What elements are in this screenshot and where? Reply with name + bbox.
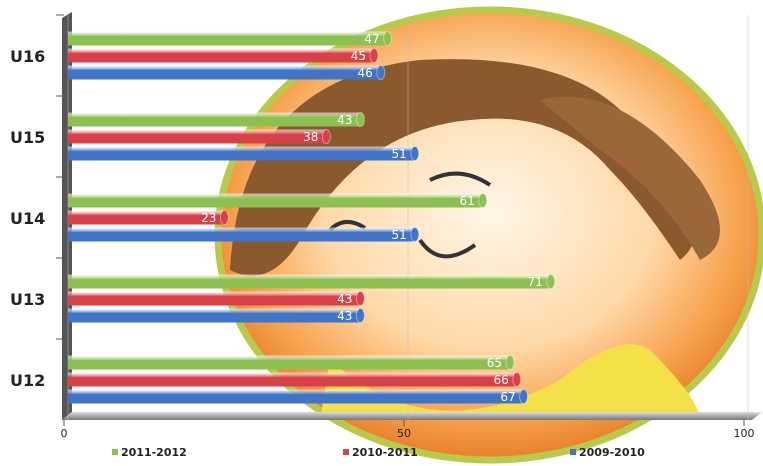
- bar-cap: [478, 193, 488, 208]
- bar-cap: [519, 389, 529, 404]
- data-label: 51: [392, 147, 407, 161]
- bar-cap: [546, 274, 556, 289]
- bar: [68, 129, 327, 144]
- y-tick-label: U16: [10, 47, 45, 66]
- bar-cap: [383, 31, 393, 46]
- data-label: 71: [528, 275, 543, 289]
- bar: [68, 210, 225, 225]
- bar-cap: [410, 227, 420, 242]
- data-label: 45: [351, 49, 366, 63]
- bar: [68, 291, 361, 306]
- y-tick-label: U12: [10, 371, 45, 390]
- bar: [68, 372, 517, 387]
- bar: [68, 146, 415, 161]
- bar: [68, 308, 361, 323]
- bar-cap: [355, 308, 365, 323]
- bar-cap: [505, 355, 515, 370]
- bar: [68, 389, 524, 404]
- data-label: 65: [487, 356, 502, 370]
- data-label: 43: [337, 113, 352, 127]
- bar: [68, 227, 415, 242]
- bar: [68, 48, 374, 63]
- bar-cap: [355, 291, 365, 306]
- x-tick-label: 0: [61, 427, 68, 440]
- x-tick-label: 50: [397, 427, 411, 440]
- legend-label: 2010-2011: [352, 446, 418, 459]
- data-label: 61: [460, 194, 475, 208]
- bar-cap: [512, 372, 522, 387]
- y-tick-label: U13: [10, 290, 45, 309]
- y-tick-label: U14: [10, 209, 45, 228]
- bar-cap: [376, 65, 386, 80]
- x-tick-label: 100: [734, 427, 755, 440]
- data-label: 38: [303, 130, 318, 144]
- bar: [68, 193, 483, 208]
- data-label: 47: [364, 32, 379, 46]
- bar-cap: [321, 129, 331, 144]
- bar-cap: [219, 210, 229, 225]
- bar: [68, 112, 361, 127]
- bar-cap: [355, 112, 365, 127]
- bar: [68, 274, 551, 289]
- legend-label: 2011-2012: [121, 446, 187, 459]
- data-label: 66: [494, 373, 509, 387]
- legend-swatch: [343, 449, 349, 455]
- data-label: 43: [337, 292, 352, 306]
- y-tick-label: U15: [10, 128, 45, 147]
- data-label: 67: [500, 390, 515, 404]
- data-label: 46: [358, 66, 373, 80]
- bar-cap: [410, 146, 420, 161]
- bar: [68, 355, 510, 370]
- bar-cap: [369, 48, 379, 63]
- data-label: 51: [392, 228, 407, 242]
- bar: [68, 31, 388, 46]
- bar: [68, 65, 381, 80]
- data-label: 23: [201, 211, 216, 225]
- legend-swatch: [112, 449, 118, 455]
- legend-label: 2009-2010: [579, 446, 645, 459]
- floor: [62, 412, 762, 420]
- data-label: 43: [337, 309, 352, 323]
- legend-swatch: [570, 449, 576, 455]
